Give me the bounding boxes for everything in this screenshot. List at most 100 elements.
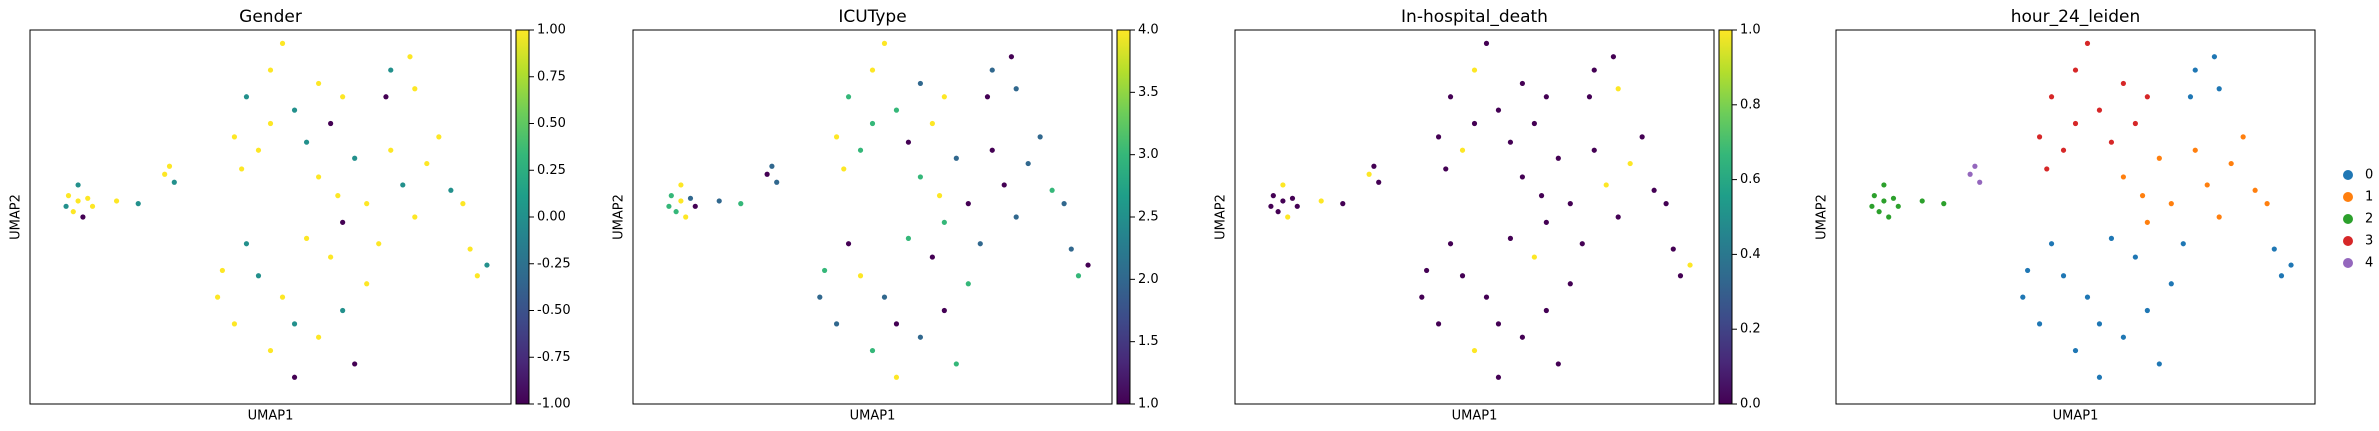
point [822, 267, 828, 274]
point [977, 241, 983, 247]
point [989, 67, 995, 73]
point [2108, 235, 2115, 241]
point [1443, 166, 1449, 172]
point [2168, 281, 2174, 287]
colorbar-tick-label: -0.25 [537, 256, 571, 271]
legend-marker [2343, 258, 2353, 268]
point [1586, 94, 1593, 100]
point [965, 281, 971, 287]
point [666, 203, 672, 209]
point [364, 201, 370, 207]
point [1061, 201, 1067, 207]
point [436, 134, 442, 140]
colorbar-tick-label: 0.75 [537, 69, 566, 84]
point [2264, 201, 2270, 207]
point [388, 67, 394, 73]
point [941, 219, 947, 225]
point [1013, 86, 1019, 92]
y-axis-label: UMAP2 [1214, 194, 1229, 240]
point [243, 94, 250, 100]
point [1495, 321, 1502, 327]
point [683, 214, 689, 220]
point [2288, 262, 2294, 268]
colorbar-tick-label: 2.5 [1138, 210, 1159, 225]
point [316, 80, 322, 87]
point [1869, 203, 1875, 209]
point [1471, 347, 1478, 354]
point [340, 307, 346, 314]
point [833, 321, 840, 327]
point [1610, 54, 1617, 60]
legend-marker [2343, 192, 2353, 202]
point [85, 195, 91, 201]
point [716, 198, 722, 204]
point [905, 235, 912, 241]
colorbar-tick-label: 0.6 [1740, 172, 1761, 187]
colorbar-tick-label: -0.50 [537, 303, 571, 318]
point [1567, 201, 1573, 207]
point [738, 201, 744, 207]
point [1471, 67, 1478, 73]
y-axis-label: UMAP2 [612, 194, 627, 240]
point [1285, 214, 1291, 220]
colorbar-tick-label: 1.5 [1138, 334, 1159, 349]
point [267, 120, 274, 127]
point [243, 241, 250, 247]
point [917, 80, 924, 87]
point [2132, 120, 2138, 127]
point [881, 40, 888, 46]
point [89, 203, 96, 209]
point [376, 241, 382, 247]
legend-label: 1 [2365, 190, 2373, 205]
point [893, 321, 900, 327]
point [1268, 203, 1274, 209]
point [2271, 246, 2277, 252]
point [412, 214, 418, 220]
point [2108, 139, 2115, 145]
point [1294, 203, 1300, 209]
colorbar [1116, 29, 1131, 405]
point [2120, 80, 2126, 87]
point [231, 134, 238, 140]
point [2156, 361, 2162, 367]
point [1941, 201, 1947, 207]
point [1037, 134, 1043, 140]
point [1531, 120, 1537, 127]
point [2278, 273, 2285, 279]
point [917, 334, 924, 340]
point [953, 361, 959, 367]
axes-frame [1835, 29, 2316, 405]
point [2096, 107, 2103, 113]
point [817, 294, 823, 300]
axes-frame [632, 29, 1113, 405]
point [65, 193, 72, 199]
point [2072, 347, 2079, 354]
colorbar [515, 29, 530, 405]
point [869, 347, 876, 354]
axes-frame [29, 29, 512, 405]
point [166, 163, 173, 169]
panel-title: hour_24_leiden [2011, 7, 2141, 27]
point [316, 174, 322, 180]
point [1591, 67, 1597, 73]
point [2048, 241, 2055, 247]
x-axis-label: UMAP1 [1452, 409, 1498, 424]
point [2048, 94, 2055, 100]
point [941, 94, 947, 100]
colorbar-tick-label: 1.0 [1138, 397, 1159, 412]
point [267, 67, 274, 73]
point [1967, 171, 1973, 177]
point [2096, 321, 2103, 327]
point [845, 94, 852, 100]
point [845, 241, 852, 247]
point [984, 94, 991, 100]
point [2192, 67, 2198, 73]
point [917, 174, 924, 180]
point [869, 67, 876, 73]
axes-frame [1234, 29, 1715, 405]
point [2020, 294, 2026, 300]
point [769, 163, 775, 169]
point [1603, 182, 1609, 188]
point [687, 195, 694, 201]
